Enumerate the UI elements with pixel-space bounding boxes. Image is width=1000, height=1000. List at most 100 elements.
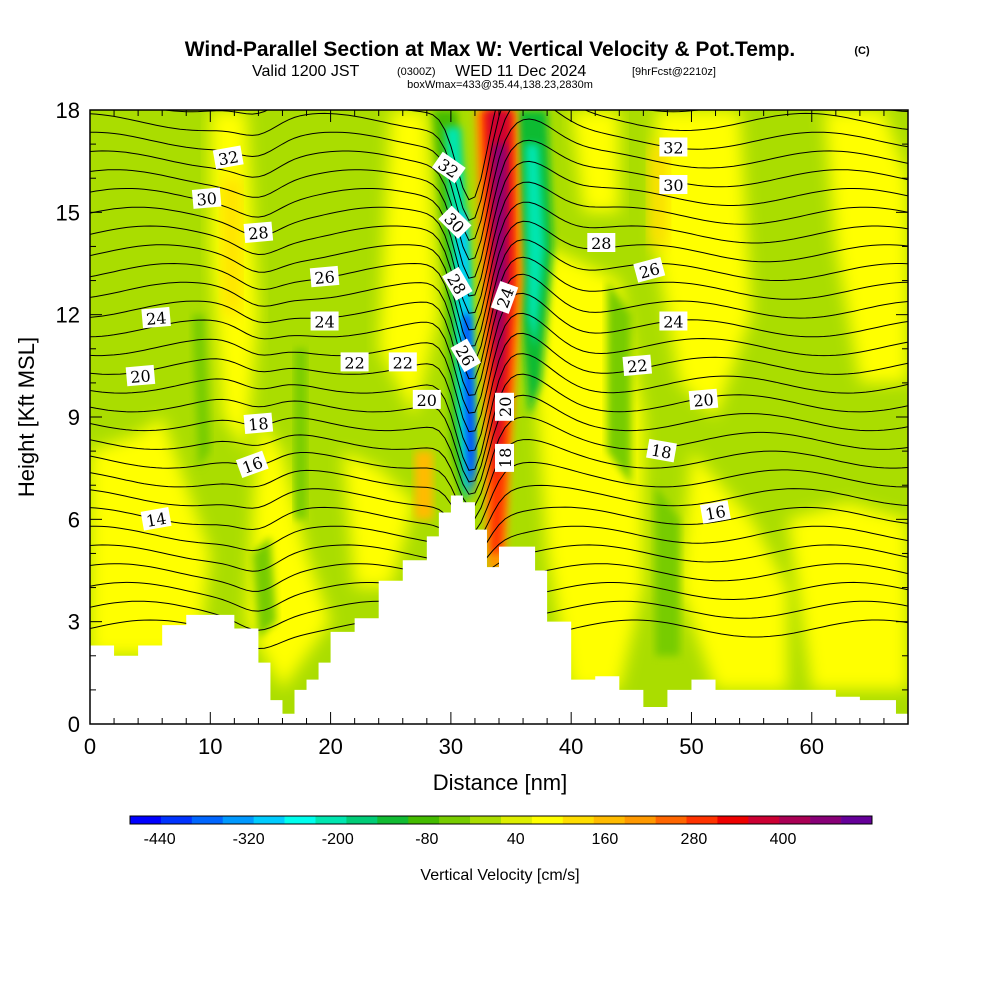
contour-label-bg (431, 151, 466, 184)
contour-label: 28 (587, 233, 616, 253)
contour-label: 24 (310, 311, 339, 332)
colorbar: -440 -320 -200 -80 40 160 280 400 (129, 815, 873, 848)
box-info: boxWmax=433@35.44,138.23,2830m (407, 79, 593, 91)
contour-label: 26 (309, 265, 340, 288)
colorbar-swatch (655, 816, 687, 824)
contour-label: 18 (646, 438, 677, 463)
contour-label: 24 (141, 306, 171, 329)
y-tick-label: 9 (68, 405, 80, 430)
contour-label: 20 (688, 388, 719, 411)
theta-contour-line (90, 353, 908, 471)
colorbar-swatch (346, 816, 378, 824)
contour-label-bg (309, 265, 340, 288)
colorbar-swatch (130, 816, 162, 824)
contour-label-bg (659, 311, 688, 331)
colorbar-swatch (470, 816, 502, 824)
contour-label-bg (140, 507, 172, 531)
contour-label: 22 (388, 352, 417, 372)
contour-label-text: 18 (496, 448, 515, 468)
x-tick-label: 0 (84, 734, 96, 759)
theta-contour-line (90, 525, 908, 569)
contour-label: 16 (699, 500, 731, 524)
contour-label-bg (243, 221, 274, 243)
contour-label: 16 (235, 450, 269, 479)
y-tick-label: 3 (68, 610, 80, 635)
theta-contour-line (90, 239, 908, 363)
y-axis-label: Height [Kft MSL] (14, 337, 39, 497)
colorbar-swatch (686, 816, 718, 824)
contour-label-bg (442, 266, 473, 301)
contour-label-text: 20 (417, 391, 437, 410)
theta-contour-line (90, 110, 908, 221)
valid-date: WED 11 Dec 2024 (455, 63, 586, 80)
contour-label-bg (659, 137, 688, 157)
contour-label-bg (495, 443, 514, 472)
theta-contour-line (90, 118, 908, 261)
green-region (252, 536, 277, 639)
contour-label-bg (412, 389, 441, 409)
colorbar-swatch (160, 816, 193, 824)
theta-contour-line (90, 332, 908, 452)
downdraft-east-core (525, 144, 545, 349)
colorbar-swatch (222, 816, 254, 824)
contour-label-bg (450, 338, 481, 373)
colorbar-label: Vertical Velocity [cm/s] (420, 867, 579, 884)
contour-label-text: 26 (314, 267, 336, 288)
contour-label: 28 (243, 221, 274, 244)
contour-label-text: 24 (663, 313, 683, 332)
contour-label-text: 28 (591, 234, 611, 253)
contour-label-bg (125, 364, 156, 387)
colorbar-swatch (377, 816, 409, 824)
theta-contour-line (90, 160, 908, 297)
yellow-region (90, 417, 211, 656)
colorbar-swatch (315, 816, 347, 824)
y-tick-label: 6 (68, 507, 80, 532)
colorbar-swatch (748, 816, 780, 824)
colorbar-tick-label: 280 (681, 831, 708, 848)
contour-label-text: 18 (247, 414, 269, 435)
x-tick-label: 60 (800, 734, 824, 759)
colorbar-swatch (408, 816, 440, 824)
colorbar-swatch (501, 816, 533, 824)
contour-label-text: 20 (496, 397, 515, 417)
chart-title: Wind-Parallel Section at Max W: Vertical… (185, 38, 796, 61)
orange-region (222, 178, 241, 315)
colorbar-swatch (253, 816, 285, 824)
theta-contour-line (90, 220, 908, 347)
colorbar-swatch (810, 816, 842, 824)
orange-region (649, 144, 668, 247)
colorbar-swatch (439, 816, 471, 824)
valid-utc: (0300Z) (397, 66, 436, 78)
chart-subtitle: Valid 1200 JST (0300Z) WED 11 Dec 2024 [… (252, 63, 716, 80)
contour-label: 20 (495, 392, 515, 421)
contour-label: 18 (243, 412, 274, 435)
colorbar-swatch (531, 816, 564, 824)
forecast-info: [9hrFcst@2210z] (632, 66, 716, 78)
contour-label-bg (490, 281, 519, 314)
theta-contour-line (90, 506, 908, 558)
y-tick-label: 12 (56, 303, 80, 328)
x-tick-label: 10 (198, 734, 222, 759)
colorbar-swatch (593, 816, 625, 824)
theta-contour-line (90, 312, 908, 433)
x-tick-label: 30 (439, 734, 463, 759)
colorbar-swatch (841, 816, 873, 824)
colorbar-tick-label: -80 (415, 831, 438, 848)
colorbar-swatch (717, 816, 749, 824)
y-tick-label: 0 (68, 712, 80, 737)
x-tick-label: 40 (559, 734, 583, 759)
green-region (294, 348, 307, 520)
theta-contour-line (161, 110, 908, 201)
green-region (192, 314, 211, 469)
x-axis-label: Distance [nm] (433, 770, 568, 795)
theta-contour-line (90, 181, 908, 314)
contour-label-text: 24 (145, 308, 167, 329)
contour-label: 26 (633, 257, 666, 283)
contour-label-bg (622, 354, 653, 376)
contour-label: 24 (659, 311, 688, 332)
y-axis: 0 3 6 9 12 15 18 (56, 98, 908, 737)
contour-label-text: 20 (693, 390, 715, 411)
copyright-mark: (C) (854, 45, 870, 57)
